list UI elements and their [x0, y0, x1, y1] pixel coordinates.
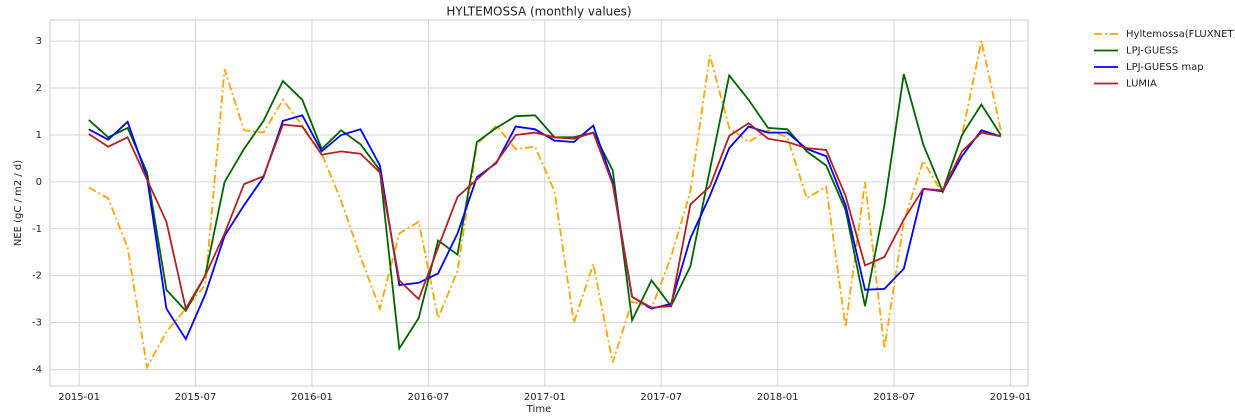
y-tick-label: -1	[32, 224, 42, 235]
data-line	[88, 40, 1002, 370]
plot-area	[49, 19, 1029, 387]
y-tick-label: -4	[32, 365, 42, 376]
y-tick-label: 1	[36, 130, 42, 141]
legend-label: LPJ-GUESS map	[1126, 62, 1204, 73]
x-tick-label: 2018-01	[757, 392, 799, 403]
legend-label: LUMIA	[1126, 79, 1157, 90]
x-tick-label: 2016-01	[291, 392, 333, 403]
x-axis-label: Time	[526, 404, 551, 415]
x-tick-label: 2015-07	[175, 392, 217, 403]
x-tick-label: 2015-01	[58, 392, 100, 403]
y-tick-label: -3	[32, 318, 42, 329]
legend-label: Hyltemossa(FLUXNET)	[1126, 29, 1235, 40]
chart-title: HYLTEMOSSA (monthly values)	[446, 5, 631, 19]
y-tick-label: -2	[32, 271, 42, 282]
legend-label: LPJ-GUESS	[1126, 46, 1178, 57]
y-tick-label: 2	[36, 83, 42, 94]
y-axis-label: NEE (gC / m2 / d)	[13, 160, 24, 246]
y-tick-label: 3	[36, 36, 42, 47]
data-line	[88, 73, 1002, 352]
x-tick-label: 2017-07	[640, 392, 682, 403]
y-tick-label: 0	[36, 177, 42, 188]
x-tick-label: 2019-01	[990, 392, 1032, 403]
x-tick-label: 2016-07	[407, 392, 449, 403]
x-tick-label: 2017-01	[524, 392, 566, 403]
data-line	[88, 122, 1001, 312]
x-tick-label: 2018-07	[873, 392, 915, 403]
